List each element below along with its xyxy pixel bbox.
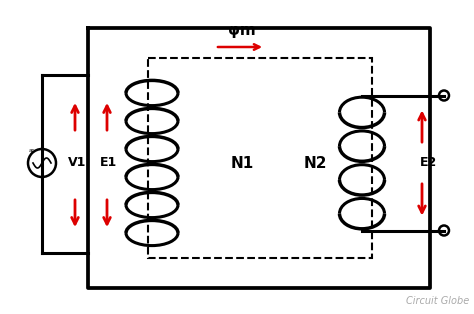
Text: N2: N2: [303, 155, 327, 171]
Text: φm: φm: [228, 23, 256, 38]
Text: E2: E2: [420, 156, 437, 170]
Text: V1: V1: [68, 156, 86, 170]
Text: N1: N1: [230, 155, 254, 171]
Text: Circuit Globe: Circuit Globe: [406, 296, 469, 306]
Text: E1: E1: [100, 156, 117, 170]
Text: ac: ac: [29, 148, 36, 153]
Bar: [148, 58, 372, 258]
